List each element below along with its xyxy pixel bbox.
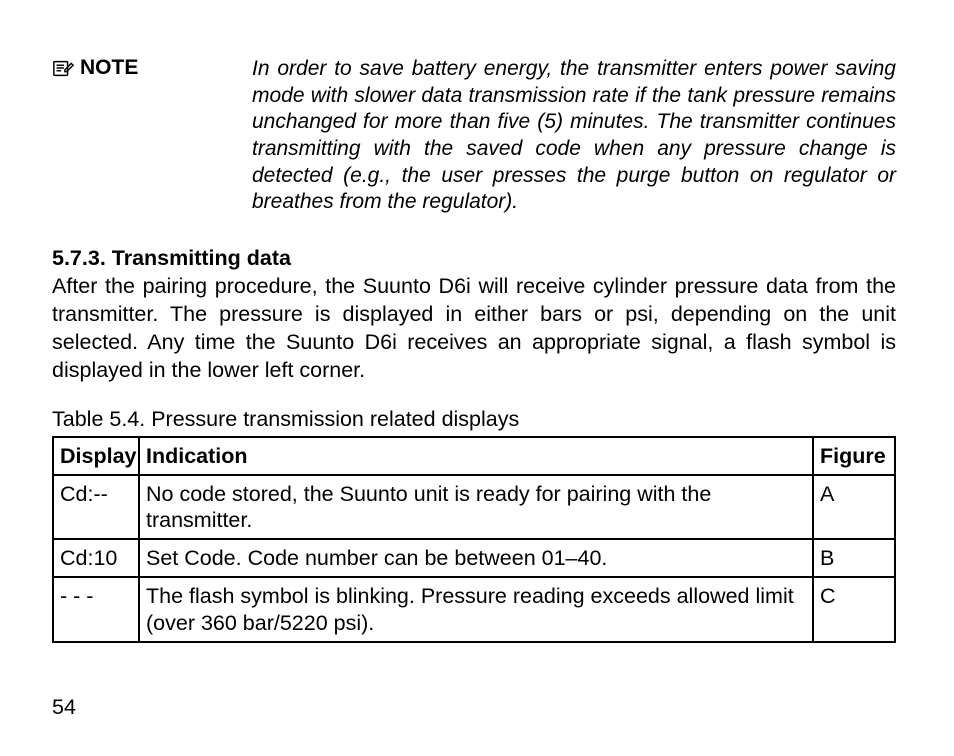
- table-header-row: Display Indication Figure: [53, 437, 895, 475]
- section-body: After the pairing procedure, the Suunto …: [52, 273, 896, 385]
- section-heading: 5.7.3. Transmitting data: [52, 246, 896, 271]
- col-header-display: Display: [53, 437, 139, 475]
- note-label: NOTE: [80, 56, 138, 80]
- col-header-figure: Figure: [813, 437, 895, 475]
- note-left: NOTE: [52, 56, 252, 80]
- pressure-table: Display Indication Figure Cd:-- No code …: [52, 436, 896, 643]
- cell-display: Cd:--: [53, 475, 139, 540]
- table-row: - - - The flash symbol is blinking. Pres…: [53, 577, 895, 642]
- cell-figure: A: [813, 475, 895, 540]
- cell-indication: The flash symbol is blinking. Pressure r…: [139, 577, 813, 642]
- cell-figure: B: [813, 539, 895, 577]
- table-row: Cd:-- No code stored, the Suunto unit is…: [53, 475, 895, 540]
- cell-figure: C: [813, 577, 895, 642]
- manual-page: NOTE In order to save battery energy, th…: [0, 0, 954, 756]
- note-body: In order to save battery energy, the tra…: [252, 56, 896, 216]
- note-pencil-icon: [52, 57, 74, 79]
- table-caption: Table 5.4. Pressure transmission related…: [52, 407, 896, 432]
- cell-display: - - -: [53, 577, 139, 642]
- note-block: NOTE In order to save battery energy, th…: [52, 56, 896, 216]
- cell-display: Cd:10: [53, 539, 139, 577]
- table-row: Cd:10 Set Code. Code number can be betwe…: [53, 539, 895, 577]
- page-number: 54: [52, 695, 76, 720]
- cell-indication: Set Code. Code number can be between 01–…: [139, 539, 813, 577]
- cell-indication: No code stored, the Suunto unit is ready…: [139, 475, 813, 540]
- col-header-indication: Indication: [139, 437, 813, 475]
